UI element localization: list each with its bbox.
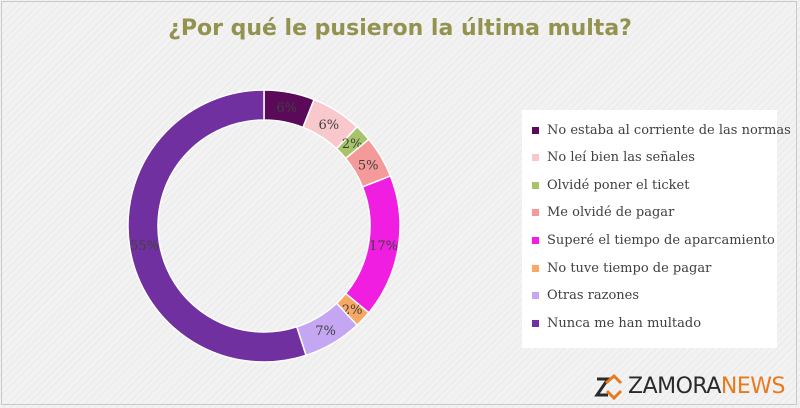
chart-title: ¿Por qué le pusieron la última multa? bbox=[168, 16, 632, 41]
legend-swatch-7 bbox=[532, 319, 539, 327]
data-label-1: 6% bbox=[319, 118, 340, 133]
legend-label-3: Me olvidé de pagar bbox=[547, 205, 675, 221]
data-label-0: 6% bbox=[276, 101, 297, 116]
legend-item-5: No tuve tiempo de pagar bbox=[532, 258, 711, 278]
legend-swatch-6 bbox=[532, 292, 539, 300]
data-label-3: 5% bbox=[358, 158, 379, 173]
legend-swatch-2 bbox=[532, 181, 539, 189]
donut-slice-7 bbox=[127, 89, 307, 363]
legend-swatch-4 bbox=[532, 236, 539, 244]
legend-swatch-1 bbox=[532, 154, 539, 162]
legend-label-1: No leí bien las señales bbox=[547, 150, 695, 166]
legend-swatch-0 bbox=[532, 126, 539, 134]
legend-label-5: No tuve tiempo de pagar bbox=[547, 260, 712, 276]
logo-word-news: NEWS bbox=[720, 373, 786, 399]
legend-label-4: Superé el tiempo de aparcamiento bbox=[547, 232, 775, 248]
logo-wordmark: ZAMORANEWS bbox=[628, 374, 785, 399]
legend-label-7: Nunca me han multado bbox=[547, 315, 702, 331]
legend-item-1: No leí bien las señales bbox=[532, 148, 695, 168]
zamora-news-logo-icon bbox=[594, 373, 623, 401]
legend-item-4: Superé el tiempo de aparcamiento bbox=[532, 230, 775, 250]
logo-word-zamora: ZAMORA bbox=[628, 373, 721, 399]
legend-swatch-3 bbox=[532, 209, 539, 217]
zamora-news-logo: ZAMORANEWS bbox=[594, 368, 800, 404]
legend-label-2: Olvidé poner el ticket bbox=[547, 177, 690, 193]
chart-legend: No estaba al corriente de las normas No l… bbox=[522, 110, 791, 348]
legend-item-0: No estaba al corriente de las normas bbox=[532, 120, 791, 140]
data-label-4: 17% bbox=[369, 239, 398, 254]
legend-item-3: Me olvidé de pagar bbox=[532, 203, 674, 223]
data-label-6: 7% bbox=[315, 324, 336, 339]
legend-swatch-5 bbox=[532, 264, 539, 272]
legend-item-7: Nunca me han multado bbox=[532, 313, 701, 333]
legend-item-6: Otras razones bbox=[532, 286, 639, 306]
legend-label-6: Otras razones bbox=[547, 288, 640, 304]
data-label-7: 55% bbox=[130, 239, 159, 254]
legend-label-0: No estaba al corriente de las normas bbox=[547, 122, 791, 138]
legend-item-2: Olvidé poner el ticket bbox=[532, 175, 689, 195]
